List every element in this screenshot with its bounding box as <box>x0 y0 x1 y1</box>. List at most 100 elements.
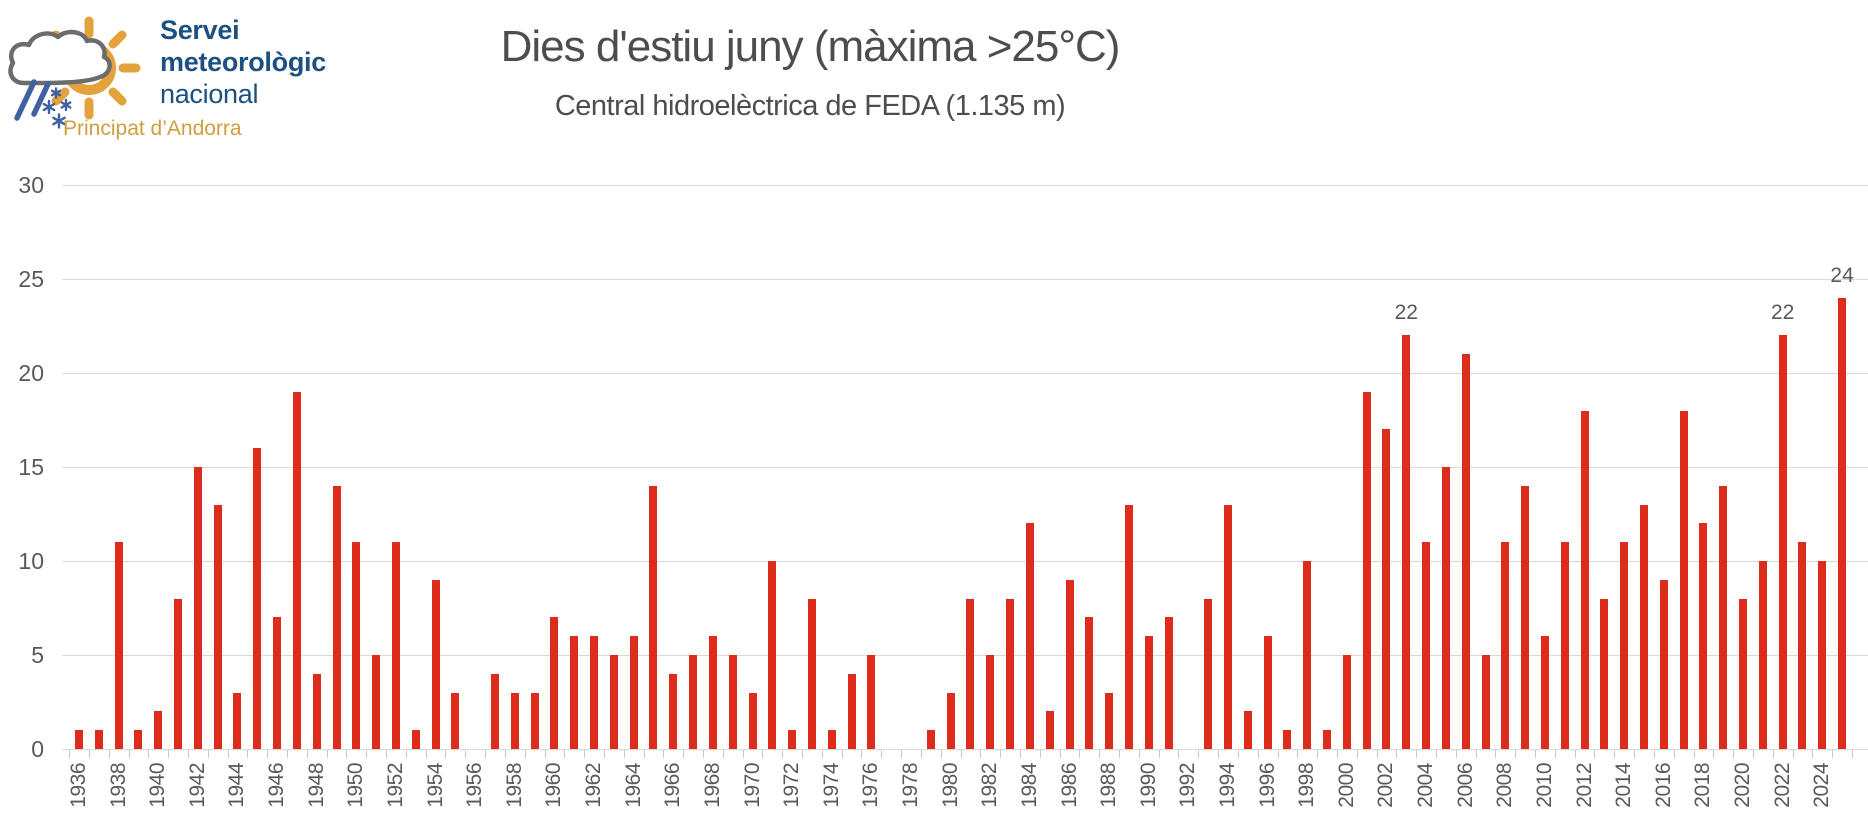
x-axis-label: 1966 <box>661 763 685 808</box>
x-axis-tick <box>881 750 883 758</box>
x-axis-tick <box>1218 750 1220 758</box>
x-axis-tick <box>1119 750 1121 758</box>
x-axis-tick <box>603 750 605 758</box>
x-axis-label: 1976 <box>859 763 883 808</box>
x-axis-tick <box>1653 750 1655 758</box>
x-axis-tick <box>1039 750 1041 758</box>
chart-subtitle: Central hidroelèctrica de FEDA (1.135 m) <box>554 90 1066 122</box>
x-axis-tick <box>1198 750 1200 758</box>
y-axis-label: 20 <box>18 360 44 386</box>
bar-2015 <box>1639 504 1648 749</box>
bar-1950 <box>352 542 361 749</box>
bar-1939 <box>134 730 143 749</box>
x-axis-tick <box>1178 750 1180 758</box>
x-axis-tick <box>901 750 903 758</box>
y-axis-label: 30 <box>18 172 44 198</box>
x-axis-tick <box>445 750 447 758</box>
gridline <box>62 185 1868 186</box>
bar-data-label: 22 <box>1394 301 1418 325</box>
x-axis-tick <box>1851 750 1853 758</box>
bar-1991 <box>1164 617 1173 749</box>
x-axis-tick <box>306 750 308 758</box>
x-axis-tick <box>69 750 71 758</box>
bar-2019 <box>1719 485 1728 749</box>
x-axis-label: 1986 <box>1057 763 1081 808</box>
x-axis-label: 1968 <box>700 763 724 808</box>
bar-2011 <box>1560 542 1569 749</box>
bar-1982 <box>986 655 995 749</box>
x-axis-tick <box>425 750 427 758</box>
x-axis-tick <box>703 750 704 758</box>
x-axis-label: 1992 <box>1176 763 1200 808</box>
y-axis-label: 5 <box>31 642 44 668</box>
x-axis-tick <box>485 750 487 758</box>
bar-2020 <box>1739 598 1748 749</box>
x-axis-tick <box>980 750 982 758</box>
bar-1997 <box>1283 730 1292 749</box>
x-axis-label: 1980 <box>938 763 962 808</box>
x-axis-tick <box>821 750 823 758</box>
bar-1981 <box>966 598 975 749</box>
x-axis-label: 1998 <box>1295 763 1319 808</box>
x-axis-tick <box>1099 750 1101 758</box>
bar-2001 <box>1362 391 1371 749</box>
bar-2009 <box>1521 485 1530 749</box>
x-axis-tick <box>1713 750 1715 758</box>
bar-1945 <box>253 448 262 749</box>
x-axis-tick <box>187 750 189 758</box>
bar-1988 <box>1105 692 1114 749</box>
x-axis-tick <box>1059 750 1061 758</box>
x-axis-tick <box>504 750 506 758</box>
gridline <box>62 279 1868 280</box>
x-axis-label: 1996 <box>1255 763 1279 808</box>
bar-1937 <box>94 730 103 749</box>
x-axis-line <box>62 749 1868 750</box>
x-axis-label: 2018 <box>1691 763 1715 808</box>
x-axis-tick <box>1673 750 1675 758</box>
x-axis-label: 1958 <box>502 763 526 808</box>
bar-1976 <box>867 655 876 749</box>
x-axis-tick <box>861 750 863 758</box>
bar-1959 <box>530 692 539 749</box>
bar-1970 <box>748 692 757 749</box>
x-axis-tick <box>1475 750 1477 758</box>
x-axis-tick <box>841 750 843 758</box>
x-axis-label: 1984 <box>1017 763 1041 808</box>
bar-1964 <box>629 636 638 749</box>
bar-1965 <box>649 485 658 749</box>
x-axis-tick <box>1733 750 1735 758</box>
x-axis-tick <box>1297 750 1299 758</box>
x-axis-label: 1938 <box>106 763 130 808</box>
bar-1962 <box>590 636 599 749</box>
x-axis-tick <box>346 750 348 758</box>
x-axis-tick <box>1574 750 1576 758</box>
bar-1993 <box>1204 598 1213 749</box>
x-axis-tick <box>524 750 526 758</box>
x-axis-tick <box>1079 750 1081 758</box>
bar-2018 <box>1699 523 1708 749</box>
x-axis-label: 2020 <box>1731 763 1755 808</box>
logo-wordmark: Servei meteorològic nacional <box>160 14 326 110</box>
x-axis-tick <box>1000 750 1002 758</box>
x-axis-tick <box>247 750 249 758</box>
bar-1995 <box>1243 711 1252 749</box>
x-axis-tick <box>1158 750 1160 758</box>
x-axis-tick <box>742 750 744 758</box>
x-axis-label: 1940 <box>146 763 170 808</box>
bar-1944 <box>233 692 242 749</box>
x-axis-label: 1950 <box>344 763 368 808</box>
bar-1974 <box>827 730 836 749</box>
x-axis-tick <box>564 750 566 758</box>
x-axis-tick <box>1634 750 1636 758</box>
x-axis-tick <box>1237 750 1239 758</box>
bar-1987 <box>1085 617 1094 749</box>
bar-1986 <box>1065 579 1074 749</box>
x-axis-tick <box>1614 750 1616 758</box>
bar-2006 <box>1461 354 1470 749</box>
x-axis-tick <box>1336 750 1338 758</box>
y-axis-label: 15 <box>18 454 44 480</box>
bar-1972 <box>788 730 797 749</box>
x-axis-label: 1988 <box>1097 763 1121 808</box>
y-axis-label: 10 <box>18 548 44 574</box>
